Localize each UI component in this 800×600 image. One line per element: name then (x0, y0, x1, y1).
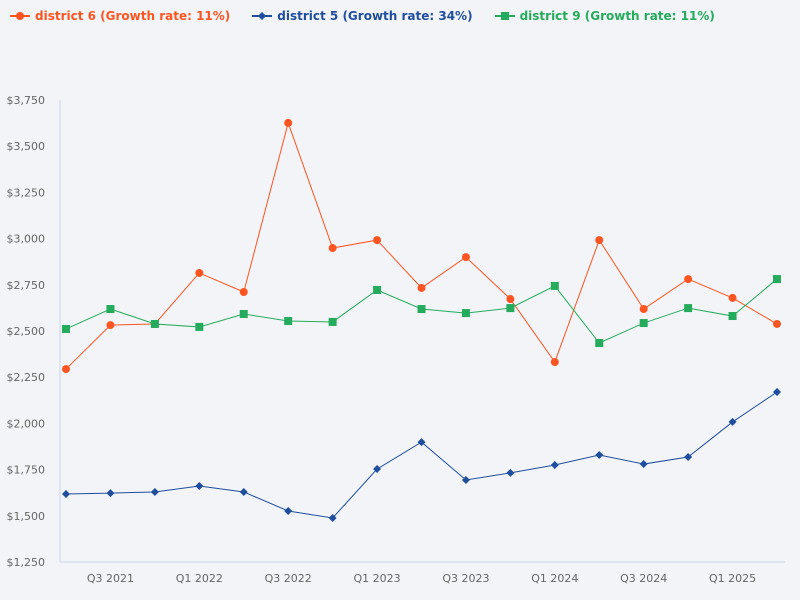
data-point-circle (728, 293, 737, 302)
data-point-square (417, 305, 426, 314)
y-tick-label: $1,500 (7, 510, 46, 523)
data-point-diamond (550, 460, 559, 469)
data-point-diamond (239, 487, 248, 496)
x-tick-label: Q3 2021 (87, 572, 134, 585)
y-tick-label: $2,500 (7, 325, 46, 338)
data-point-circle (373, 236, 382, 245)
data-point-diamond (62, 489, 70, 498)
data-point-square (506, 304, 515, 313)
data-point-circle (417, 283, 426, 292)
data-point-square (684, 304, 693, 313)
data-point-diamond (506, 468, 515, 477)
data-point-circle (595, 236, 604, 245)
data-point-square (373, 285, 382, 294)
data-point-diamond (373, 465, 382, 474)
data-point-diamond (684, 453, 693, 462)
circle-marker-icon (10, 12, 30, 20)
y-tick-label: $2,750 (7, 279, 46, 292)
data-point-diamond (417, 438, 426, 447)
data-point-square (239, 309, 248, 318)
data-point-circle (106, 321, 115, 330)
square-marker-icon (494, 12, 515, 20)
y-tick-label: $1,250 (7, 556, 46, 569)
data-point-circle (684, 275, 693, 284)
y-tick-label: $3,750 (7, 94, 46, 107)
data-point-diamond (595, 451, 604, 460)
x-tick-label: Q1 2022 (176, 572, 223, 585)
data-point-square (595, 339, 604, 348)
data-point-circle (639, 305, 648, 314)
y-tick-label: $3,000 (7, 233, 46, 246)
data-point-circle (461, 253, 470, 262)
data-point-square (461, 309, 470, 318)
data-point-diamond (728, 417, 737, 426)
data-point-circle (62, 365, 70, 374)
data-point-diamond (150, 487, 159, 496)
data-point-diamond (773, 387, 781, 396)
data-point-circle (506, 295, 515, 304)
data-point-diamond (106, 489, 115, 498)
x-tick-label: Q3 2023 (442, 572, 489, 585)
data-point-diamond (284, 506, 293, 515)
y-tick-label: $2,000 (7, 417, 46, 430)
x-tick-label: Q3 2024 (620, 572, 667, 585)
series-line-1 (65, 391, 778, 519)
data-point-diamond (328, 514, 337, 523)
x-tick-label: Q3 2022 (265, 572, 312, 585)
data-point-square (728, 312, 737, 321)
y-tick-label: $3,500 (7, 140, 46, 153)
legend-item-district-5[interactable]: district 5 (Growth rate: 34%) (252, 9, 473, 23)
x-tick-label: Q1 2024 (531, 572, 578, 585)
data-point-square (639, 319, 648, 328)
data-point-circle (550, 358, 559, 367)
data-point-circle (328, 244, 337, 253)
y-tick-label: $2,250 (7, 371, 46, 384)
data-point-diamond (461, 475, 470, 484)
data-point-circle (239, 288, 248, 297)
data-point-square (106, 305, 115, 314)
y-tick-label: $3,250 (7, 186, 46, 199)
legend-label: district 6 (Growth rate: 11%) (35, 9, 231, 23)
data-point-square (195, 322, 204, 331)
data-point-diamond (195, 482, 204, 491)
data-point-circle (195, 268, 204, 277)
diamond-marker-icon (252, 12, 273, 20)
data-point-diamond (639, 460, 648, 469)
legend: district 6 (Growth rate: 11%) district 5… (10, 9, 715, 23)
data-point-square (550, 281, 559, 290)
data-point-square (284, 317, 293, 326)
data-point-circle (773, 319, 781, 328)
data-point-square (62, 324, 70, 333)
x-tick-label: Q1 2025 (709, 572, 756, 585)
legend-label: district 9 (Growth rate: 11%) (519, 9, 715, 23)
data-point-square (773, 275, 781, 284)
legend-item-district-6[interactable]: district 6 (Growth rate: 11%) (10, 9, 230, 23)
y-tick-label: $1,750 (7, 464, 46, 477)
data-point-square (150, 319, 159, 328)
legend-item-district-9[interactable]: district 9 (Growth rate: 11%) (494, 9, 715, 23)
data-point-circle (284, 118, 293, 127)
data-point-square (328, 317, 337, 326)
x-tick-label: Q1 2023 (353, 572, 400, 585)
series-line-0 (65, 121, 778, 370)
legend-label: district 5 (Growth rate: 34%) (277, 9, 473, 23)
